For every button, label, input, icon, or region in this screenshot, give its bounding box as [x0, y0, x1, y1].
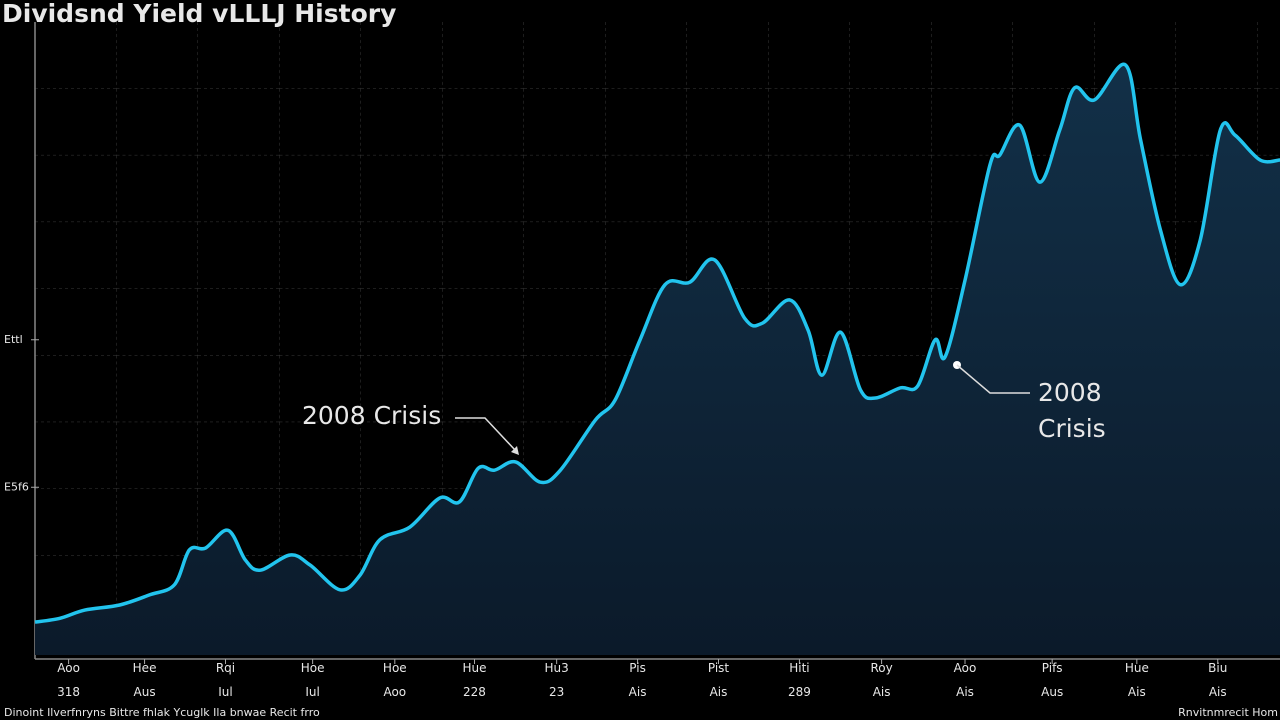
- x-tick-label: Aoo: [954, 661, 977, 675]
- x-tick-label: Roy: [870, 661, 892, 675]
- x-tick-label: 228: [463, 685, 486, 699]
- x-tick-label: Rqi: [216, 661, 235, 675]
- x-tick-label: Hue: [1125, 661, 1149, 675]
- x-tick-label: Aus: [1041, 685, 1063, 699]
- y-tick-label: E5f6: [4, 480, 29, 493]
- y-tick-label: Ettl: [4, 333, 23, 346]
- annotation: Crisis: [1038, 414, 1106, 443]
- x-tick-label: Aoo: [57, 661, 80, 675]
- x-tick-label: Hiti: [789, 661, 809, 675]
- x-tick-label: Hoe: [383, 661, 407, 675]
- x-tick-label: Aoo: [383, 685, 406, 699]
- x-tick-label: 318: [57, 685, 80, 699]
- x-tick-label: Pist: [708, 661, 730, 675]
- x-tick-label: Ais: [1128, 685, 1146, 699]
- x-tick-label: Hue: [462, 661, 486, 675]
- footer-right: Rnvitnmrecit Hom: [1178, 706, 1278, 719]
- x-tick-label: Aus: [134, 685, 156, 699]
- x-tick-label: Ais: [956, 685, 974, 699]
- annotation: 2008 Crisis: [302, 401, 441, 430]
- arrow-head: [511, 446, 519, 455]
- x-tick-label: Ais: [629, 685, 647, 699]
- x-tick-label: Hee: [133, 661, 157, 675]
- footer-left: Dinoint Ilverfnryns Bittre fhlak Ycuglk …: [4, 706, 320, 719]
- x-tick-label: Hu3: [545, 661, 569, 675]
- x-tick-label: Iul: [218, 685, 232, 699]
- annotation-arrow: [455, 417, 516, 451]
- x-tick-label: 23: [549, 685, 564, 699]
- line: [34, 62, 1280, 624]
- x-tick-label: Ais: [710, 685, 728, 699]
- annotation-line: [956, 364, 1030, 394]
- x-tick-label: Ais: [873, 685, 891, 699]
- x-tick-label: Pis: [629, 661, 646, 675]
- x-tick-label: Iul: [305, 685, 319, 699]
- x-tick-label: Pifs: [1042, 661, 1063, 675]
- area: [35, 64, 1280, 655]
- x-tick-label: Ais: [1209, 685, 1227, 699]
- x-tick-label: Hoe: [301, 661, 325, 675]
- chart-title: Dividsnd Yield vLLLJ History: [2, 0, 396, 28]
- x-tick-label: 289: [788, 685, 811, 699]
- annotation: 2008: [1038, 378, 1102, 407]
- x-tick-label: Biu: [1208, 661, 1227, 675]
